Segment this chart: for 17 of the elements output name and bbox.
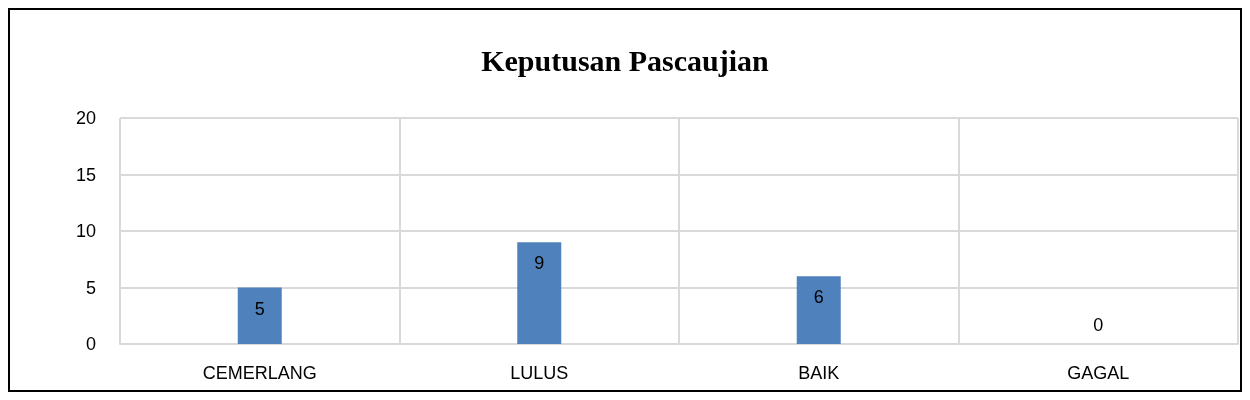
data-label: 9	[534, 253, 545, 274]
chart-title: Keputusan Pascaujian	[481, 43, 770, 77]
bar	[237, 287, 282, 344]
data-label: 6	[813, 287, 824, 308]
x-tick-label: LULUS	[510, 363, 569, 383]
bar	[517, 242, 562, 344]
y-tick-label: 20	[75, 108, 96, 128]
y-tick-label: 15	[75, 164, 96, 185]
x-tick-label: GAGAL	[1067, 363, 1130, 383]
data-label: 5	[254, 298, 265, 319]
y-tick-label: 5	[85, 277, 96, 298]
y-tick-label: 10	[75, 221, 96, 241]
y-tick-label: 0	[85, 334, 96, 354]
x-tick-label: BAIK	[798, 363, 840, 383]
data-label: 0	[1093, 315, 1104, 335]
x-tick-label: CEMERLANG	[202, 363, 317, 383]
bar	[796, 276, 841, 344]
